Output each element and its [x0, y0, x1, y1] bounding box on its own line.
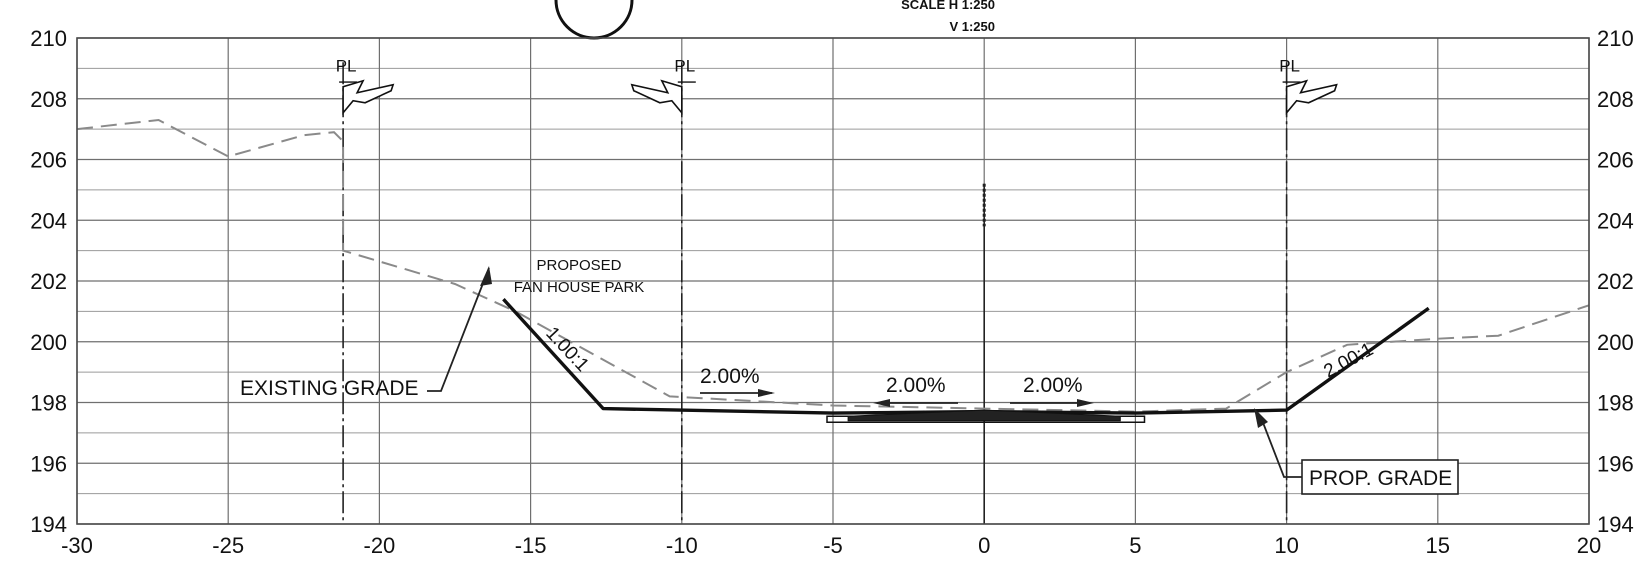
existing-grade-arrowhead [480, 266, 492, 286]
grade-percent-3-arrowhead [1077, 399, 1094, 407]
property-line: PL [1279, 56, 1338, 524]
y-tick-label-left: 202 [30, 269, 67, 294]
property-line-label: PL [336, 56, 357, 75]
proposed-grade-line [502, 298, 1430, 415]
y-tick-label-left: 196 [30, 451, 67, 476]
x-tick-label: 0 [978, 533, 990, 558]
property-line-flag-icon [1285, 79, 1338, 115]
pavement-structure [826, 409, 1146, 423]
y-tick-label-right: 200 [1597, 330, 1634, 355]
y-tick-label-right: 210 [1597, 26, 1634, 51]
grid [76, 37, 1590, 525]
property-line: PL [630, 56, 696, 524]
y-tick-label-right: 196 [1597, 451, 1634, 476]
property-line-flag-icon [630, 79, 683, 115]
scale-horizontal: SCALE H 1:250 [901, 0, 995, 12]
x-tick-label: 15 [1426, 533, 1450, 558]
park-label-line1: PROPOSED [536, 257, 621, 274]
x-tick-label: 10 [1274, 533, 1298, 558]
x-tick-label: -10 [666, 533, 698, 558]
prop-grade-label: PROP. GRADE [1309, 467, 1452, 490]
y-tick-label-right: 208 [1597, 87, 1634, 112]
plot-frame [76, 37, 1590, 525]
y-tick-label-right: 204 [1597, 208, 1634, 233]
x-tick-label: 20 [1577, 533, 1601, 558]
grade-percent-2: 2.00% [886, 374, 946, 397]
existing-grade-label: EXISTING GRADE [240, 377, 419, 400]
x-tick-label: -30 [61, 533, 93, 558]
section-marker-circle [554, 0, 634, 40]
y-tick-label-right: 194 [1597, 512, 1634, 537]
y-tick-label-left: 208 [30, 87, 67, 112]
y-tick-label-right: 198 [1597, 391, 1634, 416]
property-line-label: PL [674, 56, 695, 75]
x-tick-label: -15 [515, 533, 547, 558]
y-tick-label-left: 210 [30, 26, 67, 51]
y-tick-label-right: 206 [1597, 148, 1634, 173]
x-tick-label: -5 [823, 533, 843, 558]
y-tick-label-right: 202 [1597, 269, 1634, 294]
y-tick-label-left: 198 [30, 391, 67, 416]
x-tick-label: -20 [364, 533, 396, 558]
y-tick-label-left: 194 [30, 512, 67, 537]
y-tick-label-left: 204 [30, 208, 67, 233]
grade-percent-1: 2.00% [700, 365, 760, 388]
x-tick-label: -25 [212, 533, 244, 558]
x-tick-label: 5 [1129, 533, 1141, 558]
property-line-flag-icon [342, 79, 395, 115]
property-line-label: PL [1279, 56, 1300, 75]
property-line: PL [336, 56, 395, 524]
park-label-line2: FAN HOUSE PARK [514, 279, 645, 296]
grade-percent-1-arrowhead [758, 389, 775, 397]
prop-grade-arrowhead [1254, 408, 1268, 428]
grade-percent-3: 2.00% [1023, 374, 1083, 397]
scale-vertical: V 1:250 [949, 19, 995, 34]
property-lines: PL PL PL [336, 56, 1338, 524]
existing-grade-line [76, 118, 1590, 413]
existing-grade-leader [427, 267, 490, 392]
grade-percent-2-arrowhead [873, 399, 890, 407]
y-tick-label-left: 206 [30, 148, 67, 173]
y-tick-label-left: 200 [30, 330, 67, 355]
